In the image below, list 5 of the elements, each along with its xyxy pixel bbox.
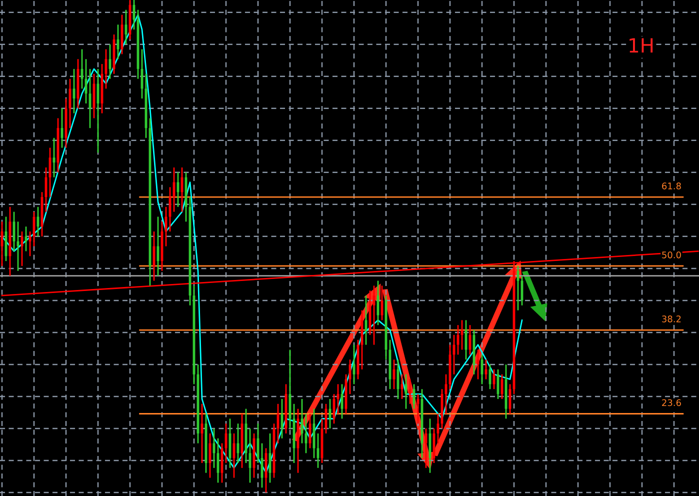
annotation: 1H	[630, 38, 653, 52]
annotation: 61.8	[662, 182, 681, 190]
annotation: 38.2	[662, 316, 681, 322]
annotation: 50.0	[662, 251, 681, 258]
annotation: 23.6	[662, 399, 681, 406]
